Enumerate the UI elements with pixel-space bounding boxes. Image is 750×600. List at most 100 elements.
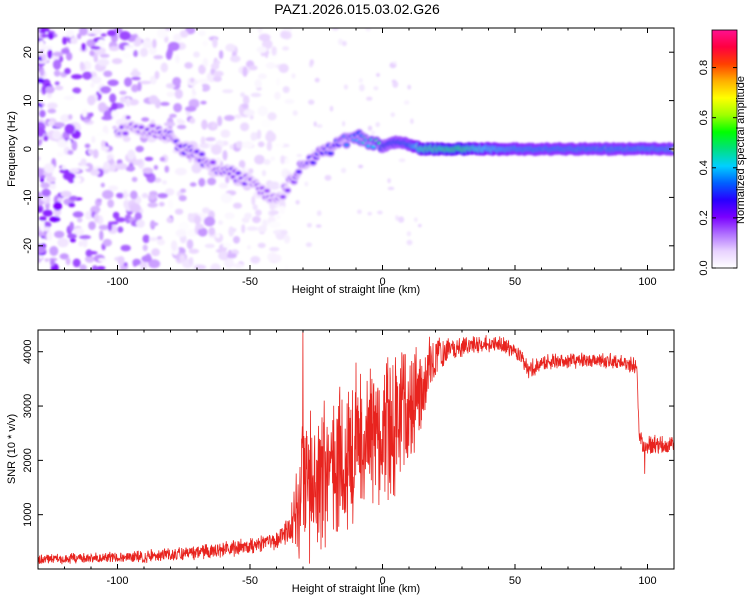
spectrogram-cell xyxy=(249,115,254,120)
spectrogram-cell xyxy=(265,131,277,143)
spectrogram-cell xyxy=(38,259,41,264)
spectrogram-cell xyxy=(194,215,201,225)
spectrogram-cell xyxy=(52,59,62,70)
spectrogram-cell xyxy=(191,163,202,174)
spectrogram-cell xyxy=(212,37,218,48)
spectrogram-cell xyxy=(257,28,263,34)
spectrogram-cell xyxy=(324,174,332,181)
spectrogram-cell xyxy=(100,86,111,94)
spectrogram-cell xyxy=(189,117,196,124)
spectrogram-cell xyxy=(47,32,54,40)
spectrogram-cell xyxy=(248,65,258,71)
spectrogram-cell xyxy=(231,228,237,232)
spectrogram-cell xyxy=(100,33,107,37)
spectrogram-cell xyxy=(116,192,125,199)
colorbar-tick-label: 0.2 xyxy=(698,210,710,225)
spectrogram-cell xyxy=(47,120,55,126)
spectrogram-cell xyxy=(358,164,364,169)
spectrogram-cell xyxy=(115,163,128,170)
spectrogram-cell xyxy=(120,244,131,252)
spectrogram-cell xyxy=(188,98,200,109)
spectrogram-cell xyxy=(392,61,397,65)
spectrogram-cell xyxy=(157,238,165,246)
spectrogram-cell xyxy=(97,58,110,67)
spectrogram-cell xyxy=(142,40,153,49)
spectrogram-cell xyxy=(199,152,205,156)
spectrogram-cell xyxy=(151,248,161,257)
spectrogram-cell xyxy=(305,242,312,247)
spectrogram-cell xyxy=(175,229,187,238)
spectrogram-cell xyxy=(72,87,82,94)
spectrogram-cell xyxy=(257,141,265,148)
spectrogram-cell xyxy=(207,177,217,186)
spectrogram-cell xyxy=(251,195,256,206)
spectrogram-cell xyxy=(123,262,128,267)
spectrogram-cell xyxy=(73,176,82,184)
spectrogram-cell xyxy=(165,50,173,60)
spectrogram-cell xyxy=(329,105,334,112)
spectrogram-cell xyxy=(85,249,93,257)
spectrogram-cell xyxy=(198,177,206,187)
spectrogram-cell xyxy=(101,146,110,152)
spectrogram-cell xyxy=(406,231,412,237)
spectrogram-cell xyxy=(366,96,373,101)
x-tick-label: 100 xyxy=(638,276,656,288)
colorbar-tick-label: 0.8 xyxy=(698,60,710,75)
spectrogram-cell xyxy=(77,217,83,223)
spectrogram-cell xyxy=(79,61,84,70)
spectrogram-cell xyxy=(38,199,44,206)
y-tick-label: 2000 xyxy=(22,448,34,472)
spectrogram-cell xyxy=(198,30,206,37)
spectrogram-cell xyxy=(64,67,71,75)
spectrogram-cell xyxy=(265,62,276,69)
spectrogram-cell xyxy=(167,199,174,209)
spectrogram-cell xyxy=(90,45,101,50)
spectrogram-cell xyxy=(43,135,49,142)
spectrogram-cell xyxy=(68,101,75,112)
colorbar-tick-label: 0.6 xyxy=(698,110,710,125)
spectrogram-cell xyxy=(66,139,72,146)
spectrogram-cell xyxy=(270,156,276,162)
spectrogram-cell xyxy=(185,106,197,112)
spectrogram-cell xyxy=(69,221,74,232)
spectrogram-cell xyxy=(82,237,88,248)
spectrogram-cell xyxy=(280,155,285,165)
spectrogram-cell xyxy=(148,237,158,242)
spectrogram-cell xyxy=(67,150,74,155)
spectrogram-cell xyxy=(174,89,183,99)
spectrogram-cell xyxy=(310,161,316,165)
spectrogram-cell xyxy=(257,105,268,117)
spectrogram-cell xyxy=(174,208,184,215)
spectrogram-cell xyxy=(282,86,290,94)
snr-panel: -100 -50 0 50 100 1000 2000 3000 4000 Height of … xyxy=(6,329,675,595)
spectrogram-cell xyxy=(138,125,144,129)
spectrogram-cell xyxy=(93,213,100,223)
spectrogram-cell xyxy=(124,47,134,54)
spectrogram-cell xyxy=(220,129,231,138)
spectrogram-cell xyxy=(61,165,67,171)
colorbar: 0.0 0.2 0.4 0.6 0.8 Normalized spectral ampl… xyxy=(698,29,747,276)
spectrogram-cell xyxy=(197,227,208,237)
spectrogram-cell xyxy=(47,49,53,59)
spectrogram-cell xyxy=(38,127,45,138)
spectrogram-cell xyxy=(233,236,240,244)
spectrogram-cell xyxy=(398,216,405,223)
spectrogram-cell xyxy=(142,167,154,174)
spectrogram-cell xyxy=(46,102,58,109)
spectrogram-cell xyxy=(71,140,78,151)
snr-ticks: -100 -50 0 50 100 1000 2000 3000 4000 xyxy=(22,330,675,587)
spectrogram-cell xyxy=(110,221,119,225)
spectrogram-cell xyxy=(107,185,119,191)
spectrogram-cell xyxy=(240,92,246,98)
spectrogram-cell xyxy=(166,91,175,97)
spectrogram-cell xyxy=(227,253,237,259)
spectrogram-cell xyxy=(178,195,187,202)
spectrogram-cell xyxy=(188,257,194,265)
spectrogram-cell xyxy=(135,36,142,47)
spectrogram-cell xyxy=(78,240,83,247)
spectrogram-cell xyxy=(87,149,94,155)
spectrogram-cell xyxy=(142,244,148,252)
spectrogram-cell xyxy=(316,124,323,128)
spectrogram-cell xyxy=(272,254,282,263)
